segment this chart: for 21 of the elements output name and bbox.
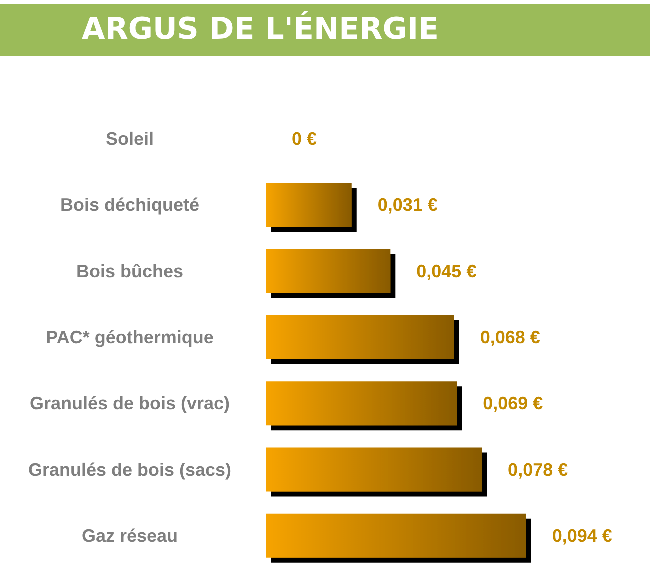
y-tick-label: Bois déchiqueté: [60, 195, 200, 216]
bar: [266, 183, 352, 228]
data-label: 0,031 €: [378, 195, 438, 216]
data-label: 0,068 €: [480, 328, 540, 348]
y-tick-label: Granulés de bois (vrac): [30, 394, 230, 414]
y-tick-label: PAC* géothermique: [46, 328, 214, 348]
y-tick-label: Gaz réseau: [82, 526, 178, 546]
data-label: 0 €: [292, 129, 318, 150]
bar: [266, 448, 482, 492]
bar: [266, 514, 526, 558]
chart-title: ARGUS DE L'ÉNERGIE: [0, 4, 650, 56]
y-tick-label: Soleil: [106, 129, 154, 150]
bar: [266, 249, 391, 294]
data-label: 0,094 €: [552, 526, 612, 546]
data-label: 0,069 €: [483, 394, 544, 414]
y-tick-label: Granulés de bois (sacs): [28, 460, 232, 480]
bar: [266, 316, 454, 360]
data-label: 0,078 €: [508, 460, 568, 480]
data-label: 0,045 €: [416, 261, 477, 282]
y-tick-label: Bois bûches: [76, 261, 184, 282]
bar: [266, 382, 458, 426]
